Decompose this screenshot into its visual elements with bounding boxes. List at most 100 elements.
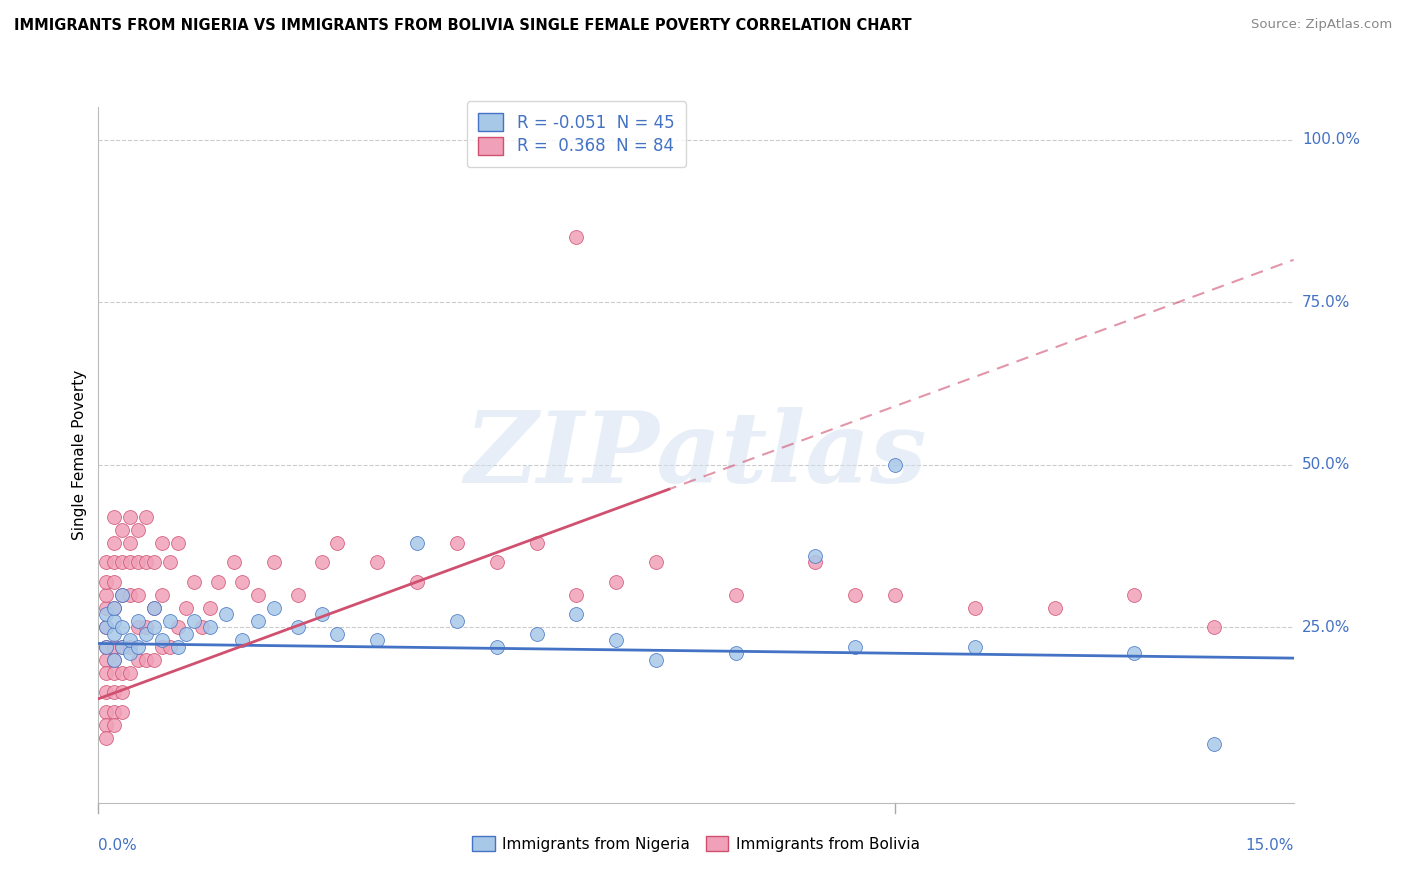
Point [127, 640, 149, 654]
Point [96, 607, 118, 622]
Point [103, 705, 125, 719]
Point [103, 614, 125, 628]
Point [526, 626, 548, 640]
Point [207, 574, 229, 589]
Point [96, 718, 118, 732]
Point [111, 640, 134, 654]
Point [406, 574, 429, 589]
Point [96, 665, 118, 680]
Point [103, 574, 125, 589]
Point [127, 588, 149, 602]
Point [96, 574, 118, 589]
Point [103, 665, 125, 680]
Point [183, 574, 205, 589]
Point [111, 705, 134, 719]
Point [191, 620, 214, 634]
Point [605, 574, 627, 589]
Point [565, 607, 588, 622]
Point [127, 620, 149, 634]
Point [127, 614, 149, 628]
Point [446, 614, 468, 628]
Point [159, 614, 181, 628]
Text: ZIPatlas: ZIPatlas [465, 407, 927, 503]
Point [167, 640, 190, 654]
Point [96, 620, 118, 634]
Point [111, 685, 134, 699]
Point [1123, 646, 1146, 660]
Point [103, 600, 125, 615]
Point [143, 620, 166, 634]
Point [222, 555, 245, 569]
Point [884, 588, 907, 602]
Point [96, 620, 118, 634]
Text: 15.0%: 15.0% [1246, 838, 1294, 853]
Point [120, 646, 142, 660]
Point [143, 600, 166, 615]
Point [103, 535, 125, 549]
Point [127, 523, 149, 537]
Text: 0.0%: 0.0% [98, 838, 138, 853]
Point [111, 665, 134, 680]
Point [150, 633, 173, 648]
Point [159, 555, 181, 569]
Text: Source: ZipAtlas.com: Source: ZipAtlas.com [1251, 18, 1392, 31]
Point [96, 588, 118, 602]
Point [231, 633, 253, 648]
Point [485, 640, 508, 654]
Point [311, 607, 333, 622]
Point [406, 535, 429, 549]
Point [135, 555, 157, 569]
Text: 25.0%: 25.0% [1302, 620, 1350, 635]
Point [150, 535, 173, 549]
Point [263, 555, 285, 569]
Point [103, 626, 125, 640]
Point [111, 523, 134, 537]
Point [366, 633, 388, 648]
Point [215, 607, 238, 622]
Point [96, 653, 118, 667]
Point [127, 555, 149, 569]
Point [446, 535, 468, 549]
Point [120, 588, 142, 602]
Point [96, 731, 118, 745]
Text: 50.0%: 50.0% [1302, 458, 1350, 472]
Point [150, 640, 173, 654]
Point [1202, 620, 1225, 634]
Point [724, 646, 747, 660]
Point [884, 458, 907, 472]
Point [111, 588, 134, 602]
Point [174, 626, 197, 640]
Point [103, 600, 125, 615]
Point [167, 620, 190, 634]
Point [103, 685, 125, 699]
Point [103, 555, 125, 569]
Point [111, 640, 134, 654]
Point [143, 600, 166, 615]
Point [198, 620, 221, 634]
Point [111, 620, 134, 634]
Point [174, 600, 197, 615]
Point [565, 588, 588, 602]
Point [844, 640, 866, 654]
Point [127, 653, 149, 667]
Point [103, 718, 125, 732]
Point [844, 588, 866, 602]
Point [96, 705, 118, 719]
Point [120, 665, 142, 680]
Point [724, 588, 747, 602]
Point [1202, 737, 1225, 751]
Point [1123, 588, 1146, 602]
Point [287, 620, 309, 634]
Point [120, 633, 142, 648]
Point [96, 600, 118, 615]
Point [183, 614, 205, 628]
Point [120, 555, 142, 569]
Point [366, 555, 388, 569]
Point [111, 555, 134, 569]
Y-axis label: Single Female Poverty: Single Female Poverty [72, 370, 87, 540]
Point [246, 588, 269, 602]
Point [645, 555, 668, 569]
Point [143, 555, 166, 569]
Point [645, 653, 668, 667]
Point [326, 535, 349, 549]
